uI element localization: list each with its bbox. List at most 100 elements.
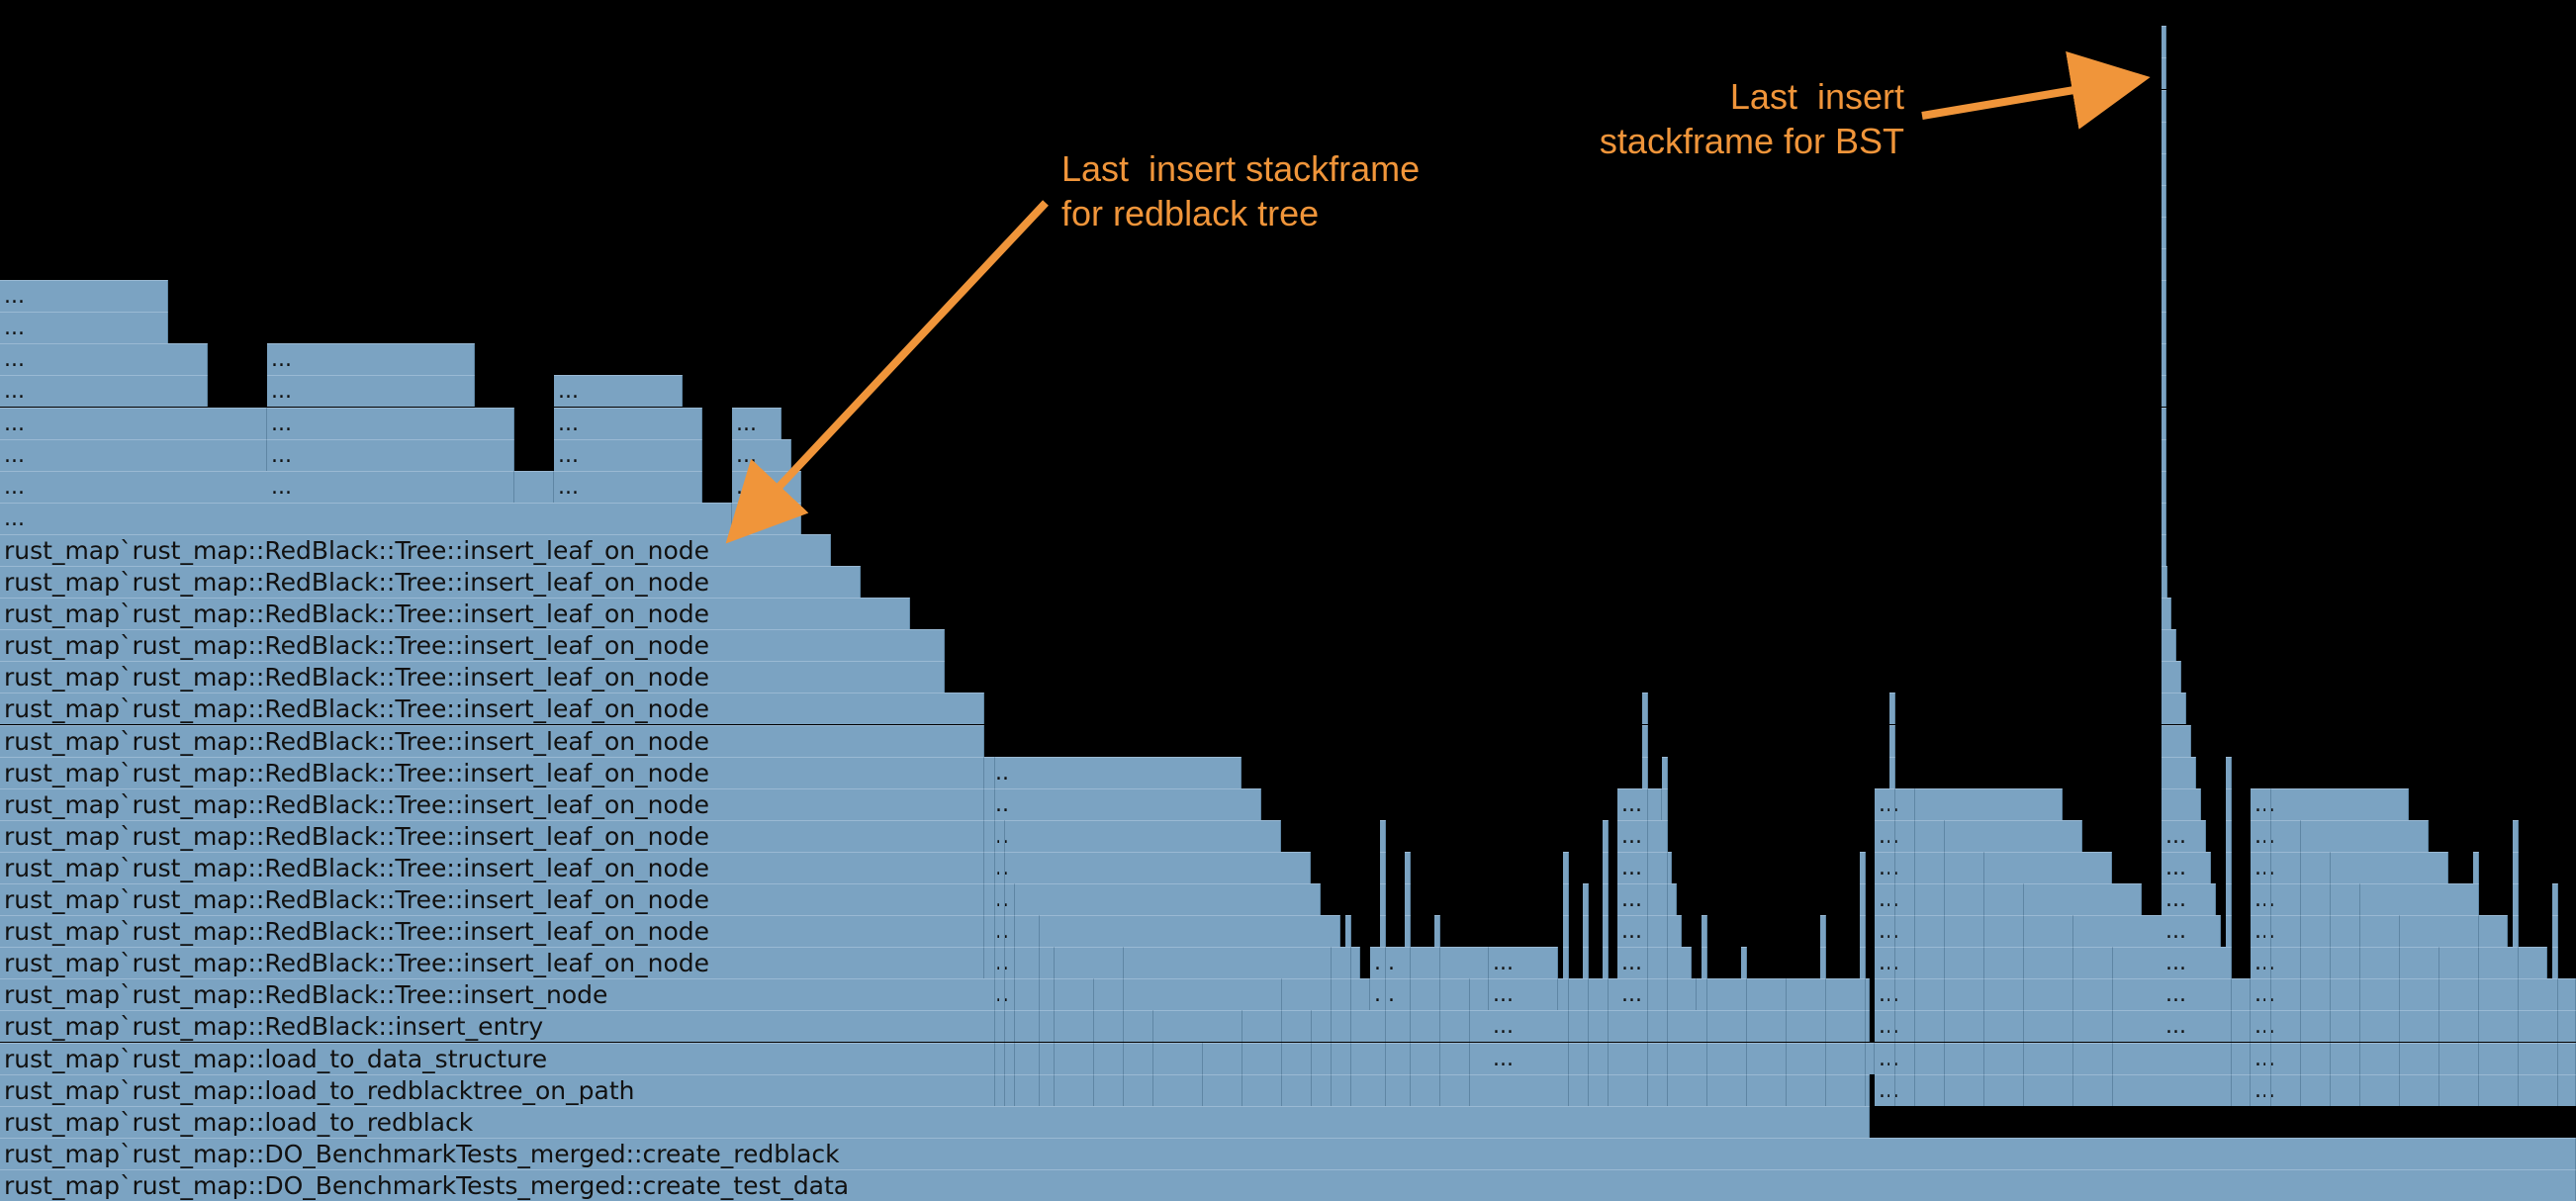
- stack-frame-spike[interactable]: [2295, 1073, 2301, 1106]
- stack-frame-spike[interactable]: [2265, 978, 2271, 1011]
- stack-frame-spike[interactable]: [1380, 947, 1386, 979]
- stack-frame-spike[interactable]: [2473, 1010, 2479, 1043]
- stack-frame-spike[interactable]: [2018, 1042, 2024, 1074]
- stack-frame-spike[interactable]: [989, 978, 995, 1011]
- stack-frame-spike[interactable]: [2295, 819, 2301, 852]
- stack-frame-spike[interactable]: [1306, 1073, 1312, 1106]
- stack-frame-spike[interactable]: [2107, 1073, 2113, 1106]
- stack-frame-spike[interactable]: [2552, 1010, 2558, 1043]
- stack-frame-spike[interactable]: [989, 1042, 995, 1074]
- stack-frame-spike[interactable]: [1642, 787, 1648, 820]
- stack-frame-truncated[interactable]: [2162, 216, 2166, 248]
- stack-frame-spike[interactable]: [1434, 947, 1440, 979]
- stack-frame-spike[interactable]: [2354, 947, 2360, 979]
- stack-frame-spike[interactable]: [2265, 819, 2271, 852]
- stack-frame-spike[interactable]: [1662, 1010, 1668, 1043]
- stack-frame-spike[interactable]: [1276, 1042, 1282, 1074]
- stack-frame-spike[interactable]: [2434, 947, 2439, 979]
- stack-frame-spike[interactable]: [1276, 978, 1282, 1011]
- stack-frame-spike[interactable]: [2473, 915, 2479, 948]
- stack-frame-truncated[interactable]: ...: [2162, 947, 2231, 979]
- stack-frame-spike[interactable]: [1781, 1042, 1787, 1074]
- stack-frame-spike[interactable]: [1889, 1042, 1895, 1074]
- stack-frame-spike[interactable]: [1345, 978, 1351, 1011]
- stack-frame-truncated[interactable]: [2162, 470, 2166, 503]
- stack-frame-spike[interactable]: [2552, 883, 2558, 916]
- stack-frame-truncated[interactable]: ...: [2162, 978, 2251, 1011]
- stack-frame-truncated[interactable]: [2162, 89, 2166, 122]
- stack-frame-spike[interactable]: [1820, 978, 1826, 1011]
- stack-frame-spike[interactable]: [1603, 1073, 1609, 1106]
- stack-frame-spike[interactable]: [1405, 851, 1411, 883]
- stack-frame-spike[interactable]: [1889, 693, 1895, 725]
- stack-frame-spike[interactable]: [999, 1073, 1005, 1106]
- stack-frame-truncated[interactable]: [2162, 693, 2186, 725]
- stack-frame-spike[interactable]: [1434, 978, 1440, 1011]
- stack-frame-spike[interactable]: [2018, 883, 2024, 916]
- stack-frame-spike[interactable]: [1702, 1042, 1707, 1074]
- stack-frame-truncated[interactable]: [2162, 566, 2167, 599]
- stack-frame-truncated[interactable]: ...: [0, 375, 208, 408]
- stack-frame-spike[interactable]: [1380, 819, 1386, 852]
- stack-frame-spike[interactable]: [1642, 883, 1648, 916]
- stack-frame-truncated[interactable]: ...: [0, 502, 732, 534]
- stack-frame-spike[interactable]: [2018, 1010, 2024, 1043]
- stack-frame-spike[interactable]: [1741, 1010, 1747, 1043]
- stack-frame-spike[interactable]: [2265, 851, 2271, 883]
- stack-frame-truncated[interactable]: ...: [1875, 883, 2142, 916]
- stack-frame-spike[interactable]: [989, 947, 995, 979]
- stack-frame-spike[interactable]: [1909, 851, 1915, 883]
- stack-frame-spike[interactable]: [1909, 915, 1915, 948]
- stack-frame-spike[interactable]: [2068, 1073, 2073, 1106]
- stack-frame-spike[interactable]: [1563, 1042, 1569, 1074]
- stack-frame-spike[interactable]: [1642, 1042, 1648, 1074]
- stack-frame-spike[interactable]: [1603, 978, 1609, 1011]
- stack-frame-spike[interactable]: [1781, 1010, 1787, 1043]
- stack-frame-spike[interactable]: [1889, 851, 1895, 883]
- stack-frame-spike[interactable]: [1603, 851, 1609, 883]
- stack-frame-spike[interactable]: [1978, 978, 1984, 1011]
- stack-frame-spike[interactable]: [1009, 1042, 1015, 1074]
- stack-frame-spike[interactable]: [1034, 1010, 1040, 1043]
- stack-frame-spike[interactable]: [1380, 851, 1386, 883]
- stack-frame-spike[interactable]: [989, 756, 995, 788]
- stack-frame-spike[interactable]: [1326, 978, 1332, 1011]
- stack-frame-spike[interactable]: [1464, 1073, 1470, 1106]
- stack-frame-truncated[interactable]: ...: [554, 470, 702, 503]
- stack-frame-truncated[interactable]: [2162, 502, 2166, 534]
- stack-frame-spike[interactable]: [1583, 1042, 1589, 1074]
- stack-frame-truncated[interactable]: ...: [2251, 1010, 2576, 1043]
- stack-frame-spike[interactable]: [1781, 978, 1787, 1011]
- stack-frame-spike[interactable]: [999, 947, 1005, 979]
- stack-frame-spike[interactable]: [989, 851, 995, 883]
- stack-frame-spike[interactable]: [1380, 1042, 1386, 1074]
- stack-frame-spike[interactable]: [2226, 756, 2232, 788]
- stack-frame-spike[interactable]: [1909, 883, 1915, 916]
- stack-frame-labeled[interactable]: rust_map`rust_map::RedBlack::Tree::inser…: [0, 851, 984, 883]
- stack-frame-spike[interactable]: [2473, 851, 2479, 883]
- stack-frame-spike[interactable]: [1909, 819, 1915, 852]
- stack-frame-truncated[interactable]: ...: [984, 851, 1311, 883]
- stack-frame-truncated[interactable]: ...: [0, 438, 267, 471]
- stack-frame-spike[interactable]: [2513, 1073, 2519, 1106]
- stack-frame-spike[interactable]: [1326, 1010, 1332, 1043]
- stack-frame-spike[interactable]: [1939, 1042, 1945, 1074]
- stack-frame-spike[interactable]: [1118, 1073, 1124, 1106]
- stack-frame-spike[interactable]: [2295, 978, 2301, 1011]
- stack-frame-spike[interactable]: [1889, 756, 1895, 788]
- stack-frame-spike[interactable]: [2552, 915, 2558, 948]
- stack-frame-truncated[interactable]: ...: [984, 787, 1261, 820]
- stack-frame-spike[interactable]: [2325, 915, 2331, 948]
- stack-frame-spike[interactable]: [1148, 1042, 1153, 1074]
- stack-frame-spike[interactable]: [2325, 851, 2331, 883]
- stack-frame-truncated[interactable]: ...: [984, 883, 1321, 916]
- stack-frame-spike[interactable]: [1434, 1042, 1440, 1074]
- stack-frame-spike[interactable]: [999, 915, 1005, 948]
- stack-frame-spike[interactable]: [2354, 978, 2360, 1011]
- stack-frame-truncated[interactable]: ...: [1489, 978, 1558, 1011]
- stack-frame-spike[interactable]: [2354, 1010, 2360, 1043]
- stack-frame-spike[interactable]: [1583, 1010, 1589, 1043]
- stack-frame-truncated[interactable]: [2162, 26, 2166, 58]
- stack-frame-spike[interactable]: [2265, 947, 2271, 979]
- stack-frame-spike[interactable]: [1860, 1010, 1866, 1043]
